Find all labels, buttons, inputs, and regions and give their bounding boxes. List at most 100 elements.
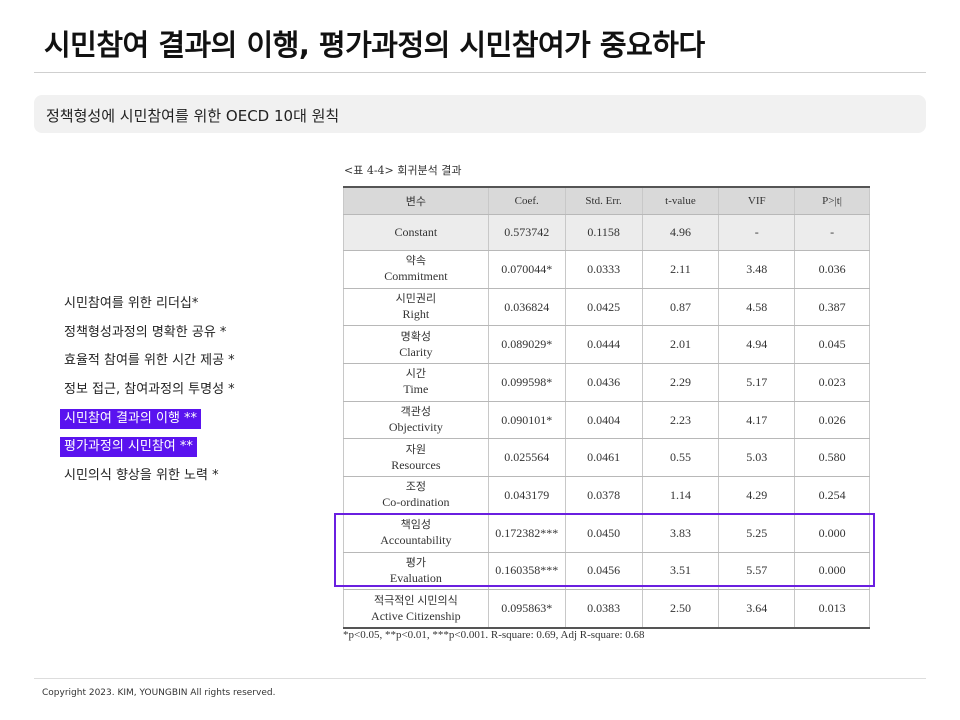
table-row: 자원 Resources 0.025564 0.0461 0.55 5.03 0.580: [343, 438, 870, 478]
table-row: 평가 Evaluation 0.160358*** 0.0456 3.51 5.57 0.0…: [343, 552, 870, 591]
header-t-value: t-value: [641, 186, 720, 215]
cell-p-value: 0.023: [794, 363, 870, 402]
header-std-err: Std. Err.: [564, 186, 643, 215]
cell-std-err: 0.1158: [564, 214, 643, 251]
variable-korean: 책임성: [400, 519, 432, 532]
cell-p-value: 0.000: [794, 514, 870, 553]
cell-coef: 0.089029*: [487, 325, 566, 365]
cell-p-value: 0.013: [794, 589, 870, 629]
cell-std-err: 0.0404: [564, 401, 643, 440]
cell-coef: 0.099598*: [487, 363, 566, 402]
table-caption: <표 4-4> 회귀분석 결과: [344, 164, 462, 177]
cell-coef: 0.160358***: [487, 552, 566, 591]
cell-t-value: 3.51: [641, 552, 720, 591]
cell-vif: 5.17: [718, 363, 796, 402]
cell-variable: Constant: [343, 214, 489, 251]
cell-std-err: 0.0450: [564, 514, 643, 553]
principle-text: 정보 접근, 참여과정의 투명성 *: [64, 382, 235, 398]
cell-t-value: 0.55: [641, 438, 720, 478]
table-row: 시민권리 Right 0.036824 0.0425 0.87 4.58 0.387: [343, 288, 870, 327]
cell-t-value: 2.23: [641, 401, 720, 440]
table-row: 객관성 Objectivity 0.090101* 0.0404 2.23 4.17 0.0…: [343, 401, 870, 440]
cell-std-err: 0.0436: [564, 363, 643, 402]
variable-english: Right: [402, 307, 430, 322]
cell-variable: 조정 Co-ordination: [343, 476, 489, 515]
cell-std-err: 0.0333: [564, 250, 643, 289]
cell-t-value: 2.01: [641, 325, 720, 365]
principle-item: 시민의식 향상을 위한 노력 *: [60, 464, 239, 493]
cell-p-value: 0.045: [794, 325, 870, 365]
copyright-text: Copyright 2023. KIM, YOUNGBIN All rights…: [42, 688, 276, 698]
cell-variable: 시간 Time: [343, 363, 489, 402]
principle-text: 시민참여를 위한 리더십*: [64, 296, 199, 311]
cell-variable: 책임성 Accountability: [343, 514, 489, 553]
variable-english: Evaluation: [389, 570, 442, 585]
variable-english: Clarity: [399, 344, 433, 359]
cell-coef: 0.090101*: [487, 401, 566, 440]
principle-item: 시민참여를 위한 리더십*: [60, 292, 239, 321]
table-row: 책임성 Accountability 0.172382*** 0.0450 3.83 5.…: [343, 514, 870, 553]
cell-vif: 4.29: [718, 476, 796, 515]
variable-english: Time: [403, 382, 429, 397]
cell-coef: 0.070044*: [487, 250, 566, 289]
cell-vif: 4.94: [718, 325, 796, 365]
cell-std-err: 0.0444: [564, 325, 643, 365]
footer-divider: [34, 678, 926, 679]
cell-coef: 0.172382***: [487, 514, 566, 553]
table-row: 약속 Commitment 0.070044* 0.0333 2.11 3.48 0.036: [343, 250, 870, 289]
subtitle-bar: 정책형성에 시민참여를 위한 OECD 10대 원칙: [34, 95, 926, 133]
cell-vif: -: [718, 214, 796, 251]
variable-korean: 평가: [405, 556, 426, 569]
principle-text: 시민의식 향상을 위한 노력 *: [64, 468, 219, 484]
regression-table: 변수 Coef. Std. Err. t-value VIF P>|t| Con…: [343, 186, 870, 629]
cell-vif: 5.57: [718, 552, 796, 591]
variable-korean: 약속: [405, 255, 426, 268]
table-row: 명확성 Clarity 0.089029* 0.0444 2.01 4.94 0.045: [343, 325, 870, 365]
cell-std-err: 0.0456: [564, 552, 643, 591]
table-header-row: 변수 Coef. Std. Err. t-value VIF P>|t|: [343, 186, 870, 215]
header-p-value: P>|t|: [794, 186, 870, 215]
principle-item: 평가과정의 시민참여 **: [60, 435, 239, 464]
cell-p-value: 0.387: [794, 288, 870, 327]
cell-std-err: 0.0378: [564, 476, 643, 515]
cell-variable: 객관성 Objectivity: [343, 401, 489, 440]
cell-t-value: 3.83: [641, 514, 720, 553]
header-vif: VIF: [718, 186, 796, 215]
cell-p-value: 0.254: [794, 476, 870, 515]
principle-item: 시민참여 결과의 이행 **: [60, 407, 239, 436]
cell-variable: 약속 Commitment: [343, 250, 489, 289]
cell-t-value: 2.11: [641, 250, 720, 289]
cell-p-value: 0.580: [794, 438, 870, 478]
variable-korean: 자원: [405, 443, 426, 456]
table-row-constant: Constant 0.573742 0.1158 4.96 - -: [343, 214, 870, 251]
table-note: *p<0.05, **p<0.01, ***p<0.001. R-square:…: [343, 629, 645, 641]
variable-korean: 적극적인 시민의식: [374, 594, 458, 607]
principle-item: 정보 접근, 참여과정의 투명성 *: [60, 378, 239, 407]
table-row: 적극적인 시민의식 Active Citizenship 0.095863* 0.03…: [343, 589, 870, 629]
cell-t-value: 2.29: [641, 363, 720, 402]
title-divider: [34, 72, 926, 73]
principles-list: 시민참여를 위한 리더십* 정책형성과정의 명확한 공유 * 효율적 참여를 위한 …: [60, 292, 239, 493]
variable-english: Resources: [391, 457, 441, 472]
principle-text: 시민참여 결과의 이행 **: [60, 408, 202, 429]
cell-variable: 시민권리 Right: [343, 288, 489, 327]
cell-std-err: 0.0425: [564, 288, 643, 327]
cell-vif: 3.64: [718, 589, 796, 629]
principle-item: 정책형성과정의 명확한 공유 *: [60, 321, 239, 350]
principle-text: 효율적 참여를 위한 시간 제공 *: [64, 353, 235, 369]
cell-p-value: -: [794, 214, 870, 251]
variable-korean: 명확성: [400, 330, 432, 343]
cell-variable: 적극적인 시민의식 Active Citizenship: [343, 589, 489, 629]
principle-text: 평가과정의 시민참여 **: [60, 437, 197, 458]
cell-coef: 0.036824: [487, 288, 566, 327]
cell-variable: 자원 Resources: [343, 438, 489, 478]
variable-english: Objectivity: [388, 420, 443, 435]
variable-english: Active Citizenship: [371, 608, 461, 623]
variable-korean: 시간: [405, 368, 426, 381]
cell-vif: 5.25: [718, 514, 796, 553]
table-row: 시간 Time 0.099598* 0.0436 2.29 5.17 0.023: [343, 363, 870, 402]
cell-coef: 0.025564: [487, 438, 566, 478]
page-title: 시민참여 결과의 이행, 평가과정의 시민참여가 중요하다: [44, 28, 705, 62]
highlight-box: [334, 513, 875, 587]
cell-variable: 평가 Evaluation: [343, 552, 489, 591]
